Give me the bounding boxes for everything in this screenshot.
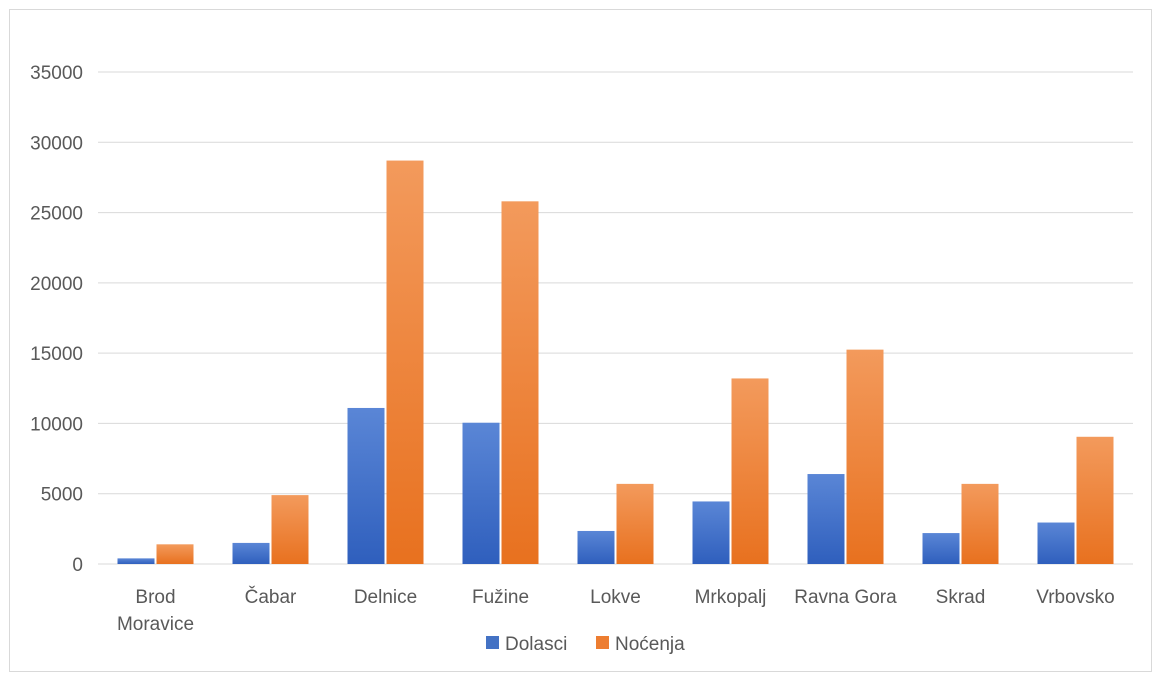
y-tick-label: 0 [72, 555, 83, 576]
x-tick-label: Mrkopalj [695, 587, 767, 608]
y-tick-label: 10000 [30, 414, 83, 435]
bar-nocenja [1076, 436, 1114, 564]
bar-nocenja [386, 160, 424, 564]
x-tick-label: Lokve [590, 587, 641, 608]
bar-dolasci [577, 530, 615, 564]
y-tick-label: 35000 [30, 63, 83, 84]
x-tick-label: Skrad [936, 587, 986, 608]
bar-dolasci [462, 422, 500, 564]
y-tick-label: 25000 [30, 204, 83, 225]
bar-dolasci [1037, 522, 1075, 564]
x-tick-label: Ravna Gora [794, 587, 897, 608]
x-tick-label: Delnice [354, 587, 417, 608]
y-axis-tick-labels: 0 5000 10000 15000 20000 25000 30000 35000 [30, 63, 83, 576]
x-axis-tick-labels: Brod Moravice Čabar Delnice Fužine Lokve Mrkop… [117, 586, 1115, 635]
x-tick-label: Vrbovsko [1036, 587, 1115, 608]
legend: Dolasci Noćenja [486, 634, 685, 655]
y-tick-label: 20000 [30, 274, 83, 295]
bar-dolasci [692, 501, 730, 564]
gridlines [98, 71, 1133, 565]
bar-dolasci [117, 558, 155, 564]
bar-nocenja [501, 201, 539, 564]
bar-dolasci [922, 533, 960, 564]
bar-dolasci [807, 474, 845, 564]
legend-label: Dolasci [505, 634, 567, 655]
legend-swatch [486, 636, 499, 649]
y-tick-label: 5000 [41, 485, 83, 506]
bar-dolasci [347, 407, 385, 564]
bar-nocenja [271, 495, 309, 564]
legend-label: Noćenja [615, 634, 685, 655]
bars [117, 160, 1114, 564]
bar-nocenja [156, 544, 194, 564]
legend-swatch [596, 636, 609, 649]
bar-nocenja [731, 378, 769, 564]
bar-dolasci [232, 542, 270, 564]
x-tick-label: Čabar [245, 586, 297, 608]
y-tick-label: 15000 [30, 344, 83, 365]
x-tick-label: Brod Moravice [117, 587, 194, 635]
x-tick-label: Fužine [472, 587, 529, 608]
bar-nocenja [616, 483, 654, 564]
bar-nocenja [846, 349, 884, 564]
y-tick-label: 30000 [30, 133, 83, 154]
bar-nocenja [961, 483, 999, 564]
